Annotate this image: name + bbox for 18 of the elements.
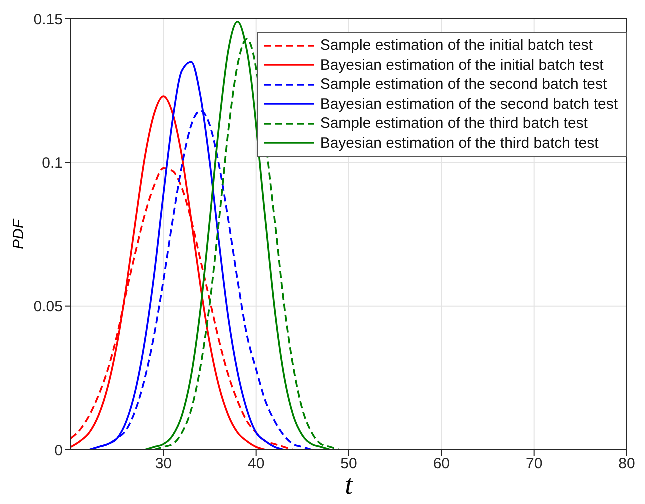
- legend-label: Bayesian estimation of the third batch test: [320, 134, 599, 153]
- legend-label: Bayesian estimation of the initial batch test: [320, 56, 604, 75]
- legend-label: Sample estimation of the third batch test: [320, 114, 588, 134]
- legend-label: Sample estimation of the initial batch test: [320, 36, 593, 56]
- x-tick-label: 80: [618, 456, 636, 473]
- x-tick-label: 40: [248, 456, 265, 473]
- y-tick-label: 0.1: [42, 154, 63, 172]
- y-axis-title: PDF: [10, 218, 28, 250]
- y-tick-label: 0.05: [34, 298, 63, 316]
- legend-label: Sample estimation of the second batch test: [320, 75, 608, 94]
- legend-label: Bayesian estimation of the second batch test: [320, 94, 618, 114]
- x-axis-title: t: [345, 470, 354, 501]
- x-tick-label: 50: [340, 456, 358, 473]
- x-tick-label: 30: [155, 456, 172, 473]
- y-tick-label: 0: [54, 442, 63, 460]
- y-tick-label: 0.15: [34, 11, 63, 28]
- x-tick-label: 60: [433, 456, 450, 473]
- x-tick-label: 70: [526, 456, 543, 473]
